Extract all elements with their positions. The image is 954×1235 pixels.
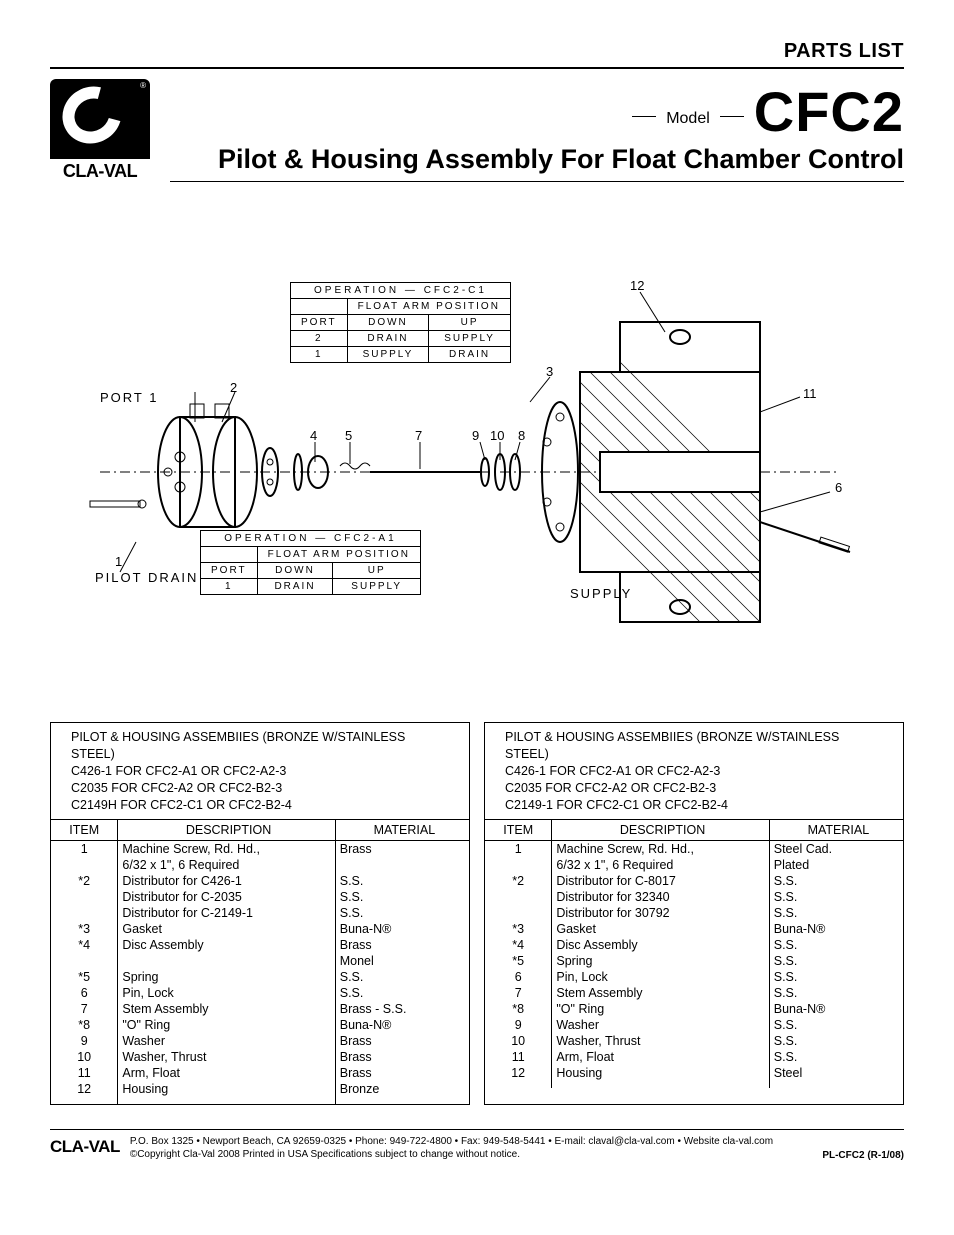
col-item: ITEM bbox=[485, 820, 552, 841]
table-row: 6Pin, LockS.S. bbox=[485, 969, 903, 985]
operation-table-c1: OPERATION — CFC2-C1 FLOAT ARM POSITION P… bbox=[290, 282, 511, 363]
table-row: 6Pin, LockS.S. bbox=[51, 985, 469, 1001]
header: ® CLA-VAL Model CFC2 Pilot & Housing Ass… bbox=[50, 79, 904, 182]
left-head-4: C2149H FOR CFC2-C1 OR CFC2-B2-4 bbox=[71, 797, 449, 814]
table-row: *8"O" RingBuna-N® bbox=[51, 1017, 469, 1033]
leader-10: 10 bbox=[490, 428, 504, 443]
footer-brand: CLA-VAL bbox=[50, 1135, 120, 1157]
table-row: Distributor for C-2035S.S. bbox=[51, 889, 469, 905]
footer-line2: ©Copyright Cla-Val 2008 Printed in USA S… bbox=[130, 1148, 812, 1161]
leader-2: 2 bbox=[230, 380, 237, 395]
table-row: *4Disc AssemblyBrass bbox=[51, 937, 469, 953]
table-row: 11Arm, FloatS.S. bbox=[485, 1049, 903, 1065]
leader-7: 7 bbox=[415, 428, 422, 443]
label-supply: SUPPLY bbox=[570, 586, 632, 601]
table-row: *5SpringS.S. bbox=[485, 953, 903, 969]
table-row: 10Washer, ThrustS.S. bbox=[485, 1033, 903, 1049]
right-head-1: PILOT & HOUSING ASSEMBIIES (BRONZE W/STA… bbox=[505, 729, 883, 763]
table-row: *2Distributor for C426-1S.S. bbox=[51, 873, 469, 889]
parts-table-right: PILOT & HOUSING ASSEMBIIES (BRONZE W/STA… bbox=[484, 722, 904, 1105]
footer-doc: PL-CFC2 (R-1/08) bbox=[822, 1150, 904, 1161]
title-area: Model CFC2 Pilot & Housing Assembly For … bbox=[170, 79, 904, 182]
operation-table-a1: OPERATION — CFC2-A1 FLOAT ARM POSITION P… bbox=[200, 530, 421, 595]
table-row: 9WasherS.S. bbox=[485, 1017, 903, 1033]
left-head-2: C426-1 FOR CFC2-A1 OR CFC2-A2-3 bbox=[71, 763, 449, 780]
table-row: Distributor for 32340S.S. bbox=[485, 889, 903, 905]
leader-11: 11 bbox=[803, 386, 817, 401]
table-row: 10Washer, ThrustBrass bbox=[51, 1049, 469, 1065]
table-row: 11Arm, FloatBrass bbox=[51, 1065, 469, 1081]
table-row: 12HousingSteel bbox=[485, 1065, 903, 1088]
table-row: *8"O" RingBuna-N® bbox=[485, 1001, 903, 1017]
col-mat: MATERIAL bbox=[335, 820, 469, 841]
table-row: Distributor for C-2149-1S.S. bbox=[51, 905, 469, 921]
leader-6: 6 bbox=[835, 480, 842, 495]
left-head-1: PILOT & HOUSING ASSEMBIIES (BRONZE W/STA… bbox=[71, 729, 449, 763]
leader-12: 12 bbox=[630, 278, 644, 293]
table-row: 7Stem AssemblyS.S. bbox=[485, 985, 903, 1001]
label-port1: PORT 1 bbox=[100, 390, 158, 405]
brand-text: CLA-VAL bbox=[50, 161, 150, 182]
top-rule bbox=[50, 67, 904, 69]
table-row: *2Distributor for C-8017S.S. bbox=[485, 873, 903, 889]
table-row: 6/32 x 1", 6 RequiredPlated bbox=[485, 857, 903, 873]
leader-8: 8 bbox=[518, 428, 525, 443]
col-mat: MATERIAL bbox=[769, 820, 903, 841]
col-desc: DESCRIPTION bbox=[552, 820, 769, 841]
brand-logo: ® CLA-VAL bbox=[50, 79, 150, 182]
table-row: *3GasketBuna-N® bbox=[51, 921, 469, 937]
right-head-3: C2035 FOR CFC2-A2 OR CFC2-B2-3 bbox=[505, 780, 883, 797]
table-row: 6/32 x 1", 6 Required bbox=[51, 857, 469, 873]
table-row: 1Machine Screw, Rd. Hd.,Steel Cad. bbox=[485, 841, 903, 858]
model-label: Model bbox=[666, 110, 710, 128]
col-desc: DESCRIPTION bbox=[118, 820, 335, 841]
leader-5: 5 bbox=[345, 428, 352, 443]
table-row: 9WasherBrass bbox=[51, 1033, 469, 1049]
leader-1: 1 bbox=[115, 554, 122, 569]
label-pilot-drain: PILOT DRAIN bbox=[95, 570, 198, 585]
footer-line1: P.O. Box 1325 • Newport Beach, CA 92659-… bbox=[130, 1135, 812, 1148]
model-code: CFC2 bbox=[754, 79, 904, 144]
table-row: *4Disc AssemblyS.S. bbox=[485, 937, 903, 953]
exploded-diagram: OPERATION — CFC2-C1 FLOAT ARM POSITION P… bbox=[60, 262, 894, 682]
table-row: *3GasketBuna-N® bbox=[485, 921, 903, 937]
left-head-3: C2035 FOR CFC2-A2 OR CFC2-B2-3 bbox=[71, 780, 449, 797]
parts-table-left: PILOT & HOUSING ASSEMBIIES (BRONZE W/STA… bbox=[50, 722, 470, 1105]
table-row: 1Machine Screw, Rd. Hd.,Brass bbox=[51, 841, 469, 858]
parts-list-label: PARTS LIST bbox=[50, 40, 904, 63]
right-head-2: C426-1 FOR CFC2-A1 OR CFC2-A2-3 bbox=[505, 763, 883, 780]
leader-3: 3 bbox=[546, 364, 553, 379]
table-row: Monel bbox=[51, 953, 469, 969]
table-row: 12HousingBronze bbox=[51, 1081, 469, 1104]
table-row: 7Stem AssemblyBrass - S.S. bbox=[51, 1001, 469, 1017]
leader-9: 9 bbox=[472, 428, 479, 443]
table-row: Distributor for 30792S.S. bbox=[485, 905, 903, 921]
leader-4: 4 bbox=[310, 428, 317, 443]
table-row: *5SpringS.S. bbox=[51, 969, 469, 985]
logo-icon: ® bbox=[50, 79, 150, 159]
footer: CLA-VAL P.O. Box 1325 • Newport Beach, C… bbox=[50, 1129, 904, 1161]
right-head-4: C2149-1 FOR CFC2-C1 OR CFC2-B2-4 bbox=[505, 797, 883, 814]
col-item: ITEM bbox=[51, 820, 118, 841]
parts-tables: PILOT & HOUSING ASSEMBIIES (BRONZE W/STA… bbox=[50, 722, 904, 1105]
page-title: Pilot & Housing Assembly For Float Chamb… bbox=[170, 144, 904, 175]
